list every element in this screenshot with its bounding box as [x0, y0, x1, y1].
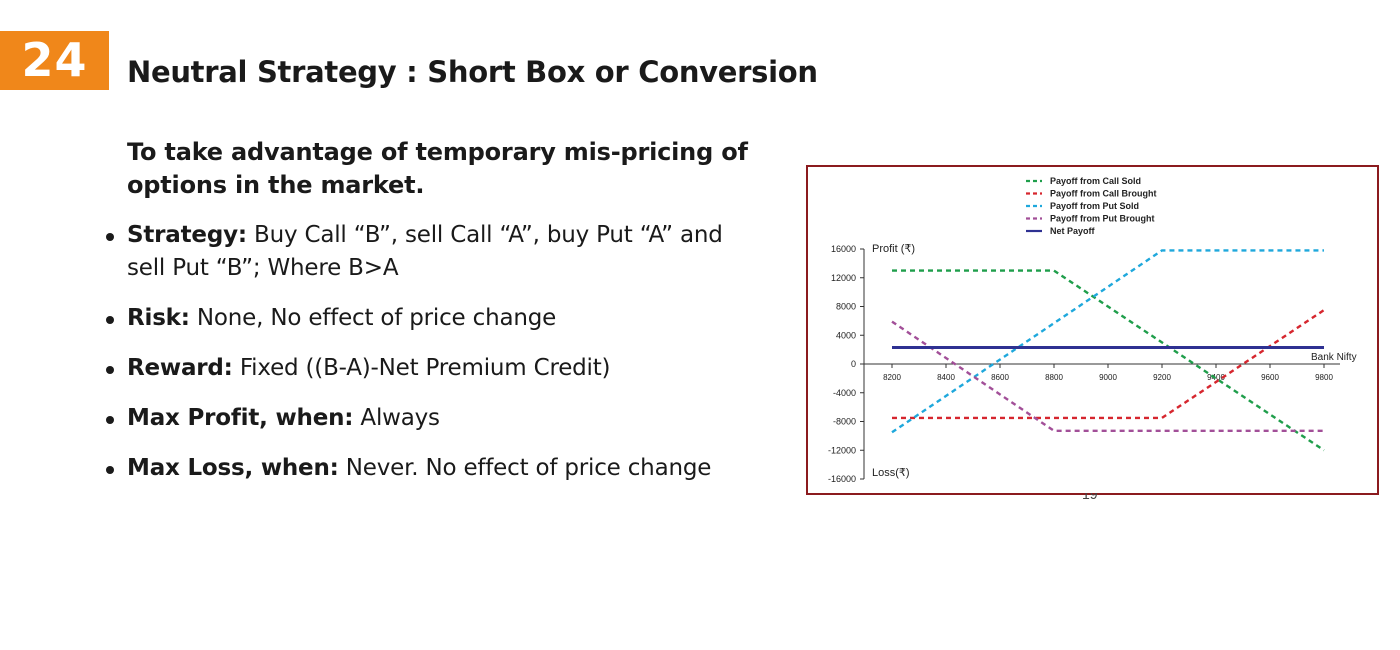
y-axis-label-profit: Profit (₹) [872, 243, 915, 255]
bullet-label: Reward: [127, 355, 233, 381]
y-tick-label: 0 [851, 359, 856, 369]
bullet-reward: Reward: Fixed ((B-A)-Net Premium Credit) [104, 352, 764, 385]
bullet-text: Never. No effect of price change [345, 455, 712, 481]
legend-entry: Payoff from Put Sold [1050, 201, 1139, 211]
x-tick-label: 8600 [991, 373, 1009, 382]
legend-entry: Payoff from Put Brought [1050, 214, 1155, 224]
y-tick-label: 12000 [831, 273, 856, 283]
bullet-label: Max Profit, when: [127, 405, 354, 431]
y-tick-label: -4000 [833, 388, 856, 398]
payoff-chart-svg: 16000 12000 8000 4000 0 -4000 -8000 -12000 -1600… [828, 176, 1357, 484]
x-tick-label: 9000 [1099, 373, 1117, 382]
x-tick-label: 9600 [1261, 373, 1279, 382]
y-tick-label: -12000 [828, 445, 856, 455]
y-tick-label: -8000 [833, 417, 856, 427]
y-tick-label: 4000 [836, 330, 856, 340]
x-tick-label: 8200 [883, 373, 901, 382]
bullet-max-profit: Max Profit, when: Always [104, 402, 764, 435]
legend-entry: Payoff from Call Sold [1050, 176, 1141, 186]
legend-entry: Payoff from Call Brought [1050, 189, 1157, 199]
series-line-3 [891, 249, 1324, 434]
bullet-text: None, No effect of price change [196, 305, 557, 331]
bullet-strategy: Strategy: Buy Call “B”, sell Call “A”, b… [104, 219, 764, 285]
bullet-text: Always [360, 405, 440, 431]
bullet-risk: Risk: None, No effect of price change [104, 302, 764, 335]
strategy-bullet-list: Strategy: Buy Call “B”, sell Call “A”, b… [104, 219, 764, 502]
x-tick-label: 9400 [1207, 373, 1225, 382]
x-tick-label: 9800 [1315, 373, 1333, 382]
slide-title: Neutral Strategy : Short Box or Conversi… [127, 55, 818, 89]
bullet-label: Strategy: [127, 222, 247, 248]
y-tick-label: -16000 [828, 474, 856, 484]
x-tick-label: 8800 [1045, 373, 1063, 382]
bullet-label: Max Loss, when: [127, 455, 339, 481]
page-number-text: 19 [1082, 493, 1098, 501]
page-number: 19 [1082, 493, 1106, 501]
slide-number-badge: 24 [0, 31, 109, 90]
payoff-chart: 16000 12000 8000 4000 0 -4000 -8000 -12000 -1600… [806, 165, 1379, 495]
bullet-max-loss: Max Loss, when: Never. No effect of pric… [104, 452, 764, 485]
x-tick-label: 9200 [1153, 373, 1171, 382]
slide-intro: To take advantage of temporary mis-prici… [127, 138, 748, 199]
y-tick-label: 16000 [831, 244, 856, 254]
y-axis-label-loss: Loss(₹) [872, 467, 910, 479]
bullet-label: Risk: [127, 305, 190, 331]
legend-entry: Net Payoff [1050, 226, 1096, 236]
y-tick-label: 8000 [836, 302, 856, 312]
series-line-1 [892, 269, 1325, 452]
bullet-text: Buy Call “B”, sell Call “A”, buy Put “A”… [127, 222, 723, 281]
x-axis-label: Bank Nifty [1311, 352, 1357, 363]
series-line-4 [891, 320, 1324, 432]
bullet-text: Fixed ((B-A)-Net Premium Credit) [239, 355, 611, 381]
x-tick-label: 8400 [937, 373, 955, 382]
